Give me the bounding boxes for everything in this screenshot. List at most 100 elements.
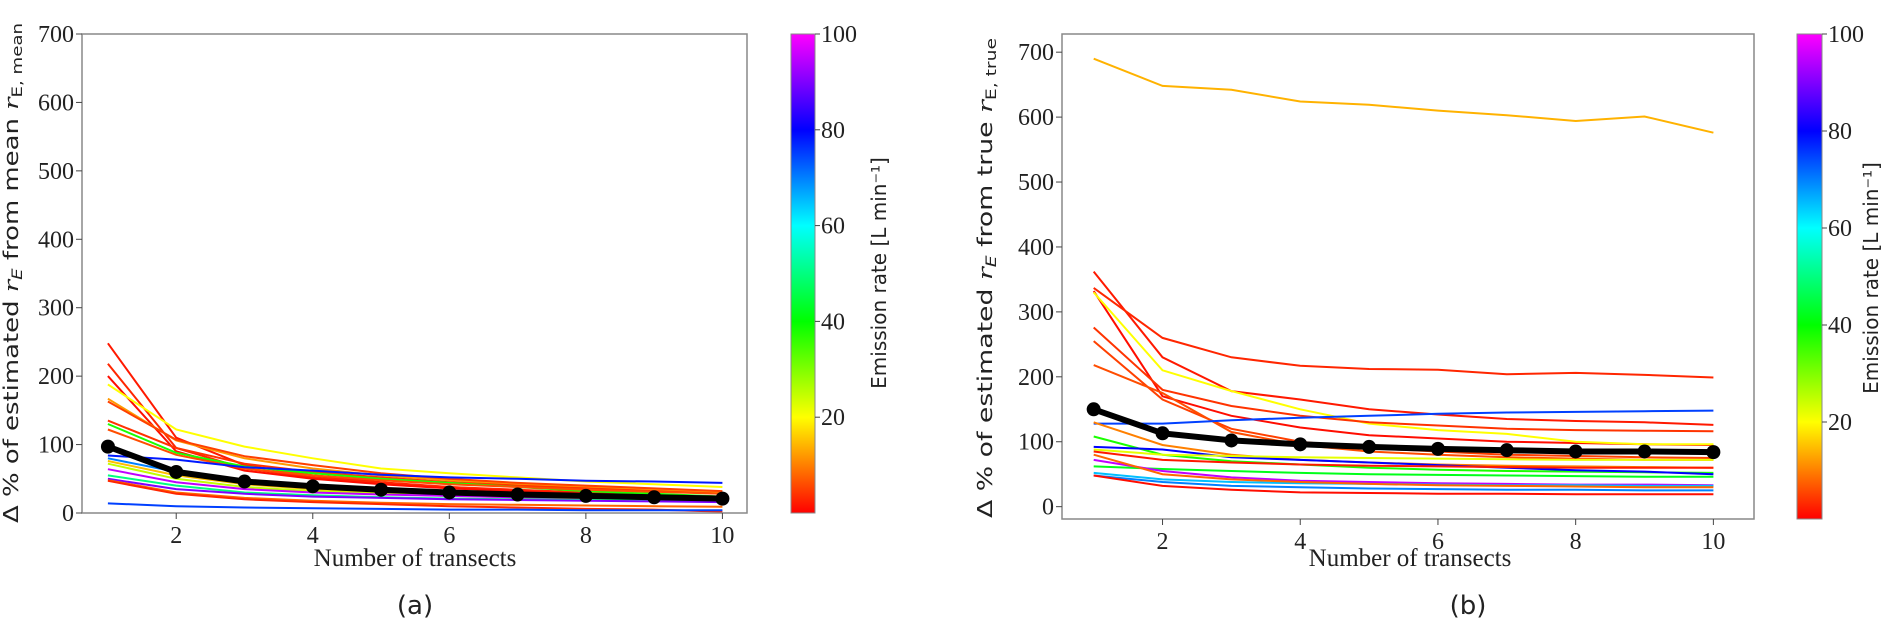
series-line-17 (107, 479, 723, 508)
colorbar-tick-label: 40 (1828, 313, 1852, 339)
panel-b: 2 4 6 8 10010020030040050060070020406080100 … (973, 22, 1883, 621)
series-line-14 (1093, 450, 1714, 469)
series-line-9 (1093, 409, 1714, 425)
mean-point-5 (374, 482, 389, 497)
panel-label-a: (a) (397, 591, 433, 621)
series-line-3 (1093, 287, 1714, 379)
x-tick-label: 10 (710, 523, 734, 549)
series-line-2 (107, 363, 723, 498)
series-line-5 (107, 397, 723, 494)
mean-point-1 (100, 439, 115, 454)
colorbar-tick-label: 40 (821, 309, 845, 335)
y-tick-label: 300 (38, 296, 74, 322)
x-tick-label: 4 (307, 523, 319, 549)
mean-point-7 (1499, 443, 1514, 458)
mean-point-2 (1155, 426, 1170, 441)
mean-point-3 (1224, 433, 1239, 448)
series-line-18 (107, 479, 723, 513)
series-line-13 (1093, 448, 1714, 461)
x-axis-label-a: Number of transects (314, 545, 517, 572)
y-tick-label: 200 (1018, 365, 1054, 391)
series-group (1086, 57, 1721, 496)
y-tick-label: 400 (38, 227, 74, 253)
x-tick-label: 2 (170, 523, 182, 549)
colorbar-label-a: Emission rate [L min⁻¹] (867, 157, 891, 389)
y-tick-label: 0 (62, 501, 74, 527)
colorbar-tick-label: 80 (1828, 119, 1852, 145)
series-line-9 (107, 428, 723, 495)
y-tick-label: 0 (1042, 495, 1054, 521)
y-tick-label: 600 (1018, 105, 1054, 131)
y-tick-label: 500 (38, 159, 74, 185)
axes-frame (1061, 33, 1755, 520)
mean-point-8 (1568, 444, 1583, 459)
mean-point-8 (578, 488, 593, 503)
colorbar-tick-label: 100 (821, 22, 857, 48)
series-line-1 (1093, 57, 1714, 134)
x-tick-label: 8 (580, 523, 592, 549)
mean-point-5 (1362, 439, 1377, 454)
mean-line (106, 443, 723, 502)
colorbar-tick-label: 80 (821, 118, 845, 144)
mean-point-10 (1706, 445, 1721, 460)
y-tick-label: 300 (1018, 300, 1054, 326)
mean-point-10 (715, 491, 730, 506)
y-tick-label: 500 (1018, 170, 1054, 196)
mean-point-3 (237, 474, 252, 489)
y-tick-label: 600 (38, 90, 74, 116)
colorbar (790, 33, 816, 514)
colorbar (1796, 33, 1823, 520)
colorbar-tick-label: 20 (821, 405, 845, 431)
series-line-5 (1092, 291, 1714, 446)
y-tick-label: 100 (1018, 430, 1054, 456)
mean-point-2 (169, 464, 184, 479)
mean-point-9 (1637, 444, 1652, 459)
series-line-16 (107, 477, 723, 504)
series-line-6 (1093, 326, 1714, 433)
series-line-20 (1093, 474, 1714, 496)
colorbar-label-b: Emission rate [L min⁻¹] (1859, 162, 1883, 394)
series-line-18 (1093, 453, 1714, 489)
mean-point-4 (1293, 437, 1308, 452)
series-line-2 (1092, 270, 1714, 426)
colorbar-tick-label: 100 (1828, 22, 1864, 48)
series-line-15 (1093, 465, 1714, 478)
y-tick-label: 100 (38, 433, 74, 459)
panel-a: 2 4 6 8 10010020030040050060070020406080100 … (0, 22, 891, 621)
panel-label-b: (b) (1450, 591, 1487, 621)
y-tick-label: 700 (38, 22, 74, 48)
y-axis-label-a: Δ % of estimated rE from mean rE, mean (0, 23, 26, 523)
mean-point-9 (647, 490, 662, 505)
series-line-10 (107, 454, 723, 484)
mean-point-6 (442, 485, 457, 500)
colorbar-tick-label: 20 (1828, 410, 1852, 436)
series-group (100, 342, 730, 513)
series-line-4 (107, 383, 723, 488)
series-line-12 (1093, 445, 1714, 476)
mean-point-1 (1086, 402, 1101, 417)
x-tick-label: 6 (443, 523, 455, 549)
colorbar-tick-label: 60 (1828, 216, 1852, 242)
axes-frame (81, 33, 748, 514)
series-line-19 (107, 502, 723, 512)
x-axis-label-b: Number of transects (1309, 545, 1512, 572)
mean-point-4 (305, 479, 320, 494)
mean-point-7 (510, 487, 525, 502)
y-axis-label-b: Δ % of estimated rE from true rE, true (973, 38, 1000, 518)
series-line-7 (1093, 340, 1714, 459)
x-tick-label: 6 (1432, 529, 1444, 555)
y-tick-label: 400 (1018, 235, 1054, 261)
x-tick-label: 8 (1570, 529, 1582, 555)
x-tick-label: 4 (1294, 529, 1306, 555)
mean-line (1092, 406, 1714, 456)
series-line-8 (107, 423, 723, 498)
x-tick-label: 10 (1701, 529, 1725, 555)
colorbar-tick-label: 60 (821, 214, 845, 240)
x-tick-label: 2 (1157, 529, 1169, 555)
y-tick-label: 200 (38, 364, 74, 390)
y-tick-label: 700 (1018, 40, 1054, 66)
series-line-19 (1093, 474, 1714, 492)
